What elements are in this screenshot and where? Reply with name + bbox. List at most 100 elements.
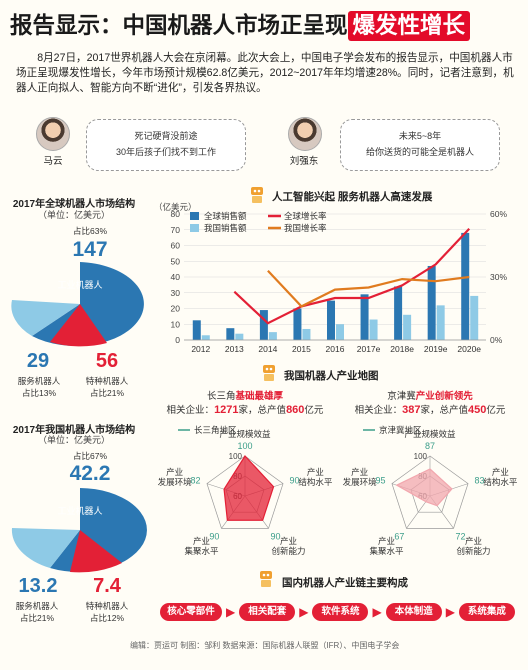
china-pie-top-value: 42.2 bbox=[69, 462, 111, 485]
global-pie-service-slice bbox=[11, 300, 80, 336]
radar-axis-label: 创新能力 bbox=[456, 546, 490, 556]
bar-china-sales bbox=[436, 305, 445, 340]
chain-item: 软件系统 bbox=[312, 603, 369, 621]
global-pie-top-share: 占比63% bbox=[72, 226, 107, 236]
stat-text: 家，总产值 bbox=[420, 405, 468, 416]
radar-value-label: 90 bbox=[209, 531, 219, 541]
bar-china-sales bbox=[336, 324, 344, 340]
bar-global-sales bbox=[461, 232, 470, 340]
title-highlight: 爆发性增长 bbox=[347, 11, 471, 41]
arrow-right-icon: ▶ bbox=[372, 605, 382, 619]
radar-value-label: 83 bbox=[474, 476, 484, 486]
x-tick-label: 2017e bbox=[357, 344, 381, 354]
person-name-liuqiangdong: 刘强东 bbox=[289, 156, 319, 167]
global-pie-right-label: 特种机器人 bbox=[85, 376, 129, 386]
radar-axis-label: 结构水平 bbox=[298, 477, 333, 487]
x-tick-label: 2012 bbox=[191, 344, 210, 354]
bar-china-sales bbox=[268, 332, 277, 340]
radar-axis-label: 集聚水平 bbox=[369, 546, 404, 556]
title-main: 报告显示：中国机器人市场正呈现 bbox=[10, 13, 348, 39]
china-pie-left-share: 占比21% bbox=[19, 613, 54, 623]
bar-china-sales bbox=[201, 335, 210, 340]
region-tag: 产业创新领先 bbox=[415, 391, 473, 402]
radar-value-label: 100 bbox=[237, 441, 252, 451]
x-tick-label: 2014 bbox=[258, 344, 277, 354]
quote-line: 死记硬背没前途 bbox=[134, 131, 198, 141]
y-tick-label-left: 20 bbox=[171, 304, 181, 314]
china-pie-service-slice bbox=[11, 528, 80, 568]
chain-item: 相关配套 bbox=[239, 603, 296, 621]
bar-china-sales bbox=[235, 333, 244, 340]
radar-area bbox=[395, 468, 453, 507]
radar-axis-label: 发展环境 bbox=[158, 477, 193, 487]
radar-axis-label: 结构水平 bbox=[483, 477, 518, 487]
y-tick-label-left: 10 bbox=[171, 319, 181, 329]
chain-flow: 核心零部件 ▶ 相关配套 ▶ 软件系统 ▶ 本体制造 ▶ 系统集成 bbox=[160, 602, 520, 622]
china-pie-center-label: 工业机器人 bbox=[57, 505, 102, 516]
y-tick-label-left: 60 bbox=[171, 241, 181, 251]
global-pie-left-share: 占比13% bbox=[21, 388, 56, 398]
map-title: 我国机器人产业地图 bbox=[284, 370, 379, 382]
radar-axis-label: 产业规模效益 bbox=[404, 429, 456, 439]
global-pie-center-label: 工业机器人 bbox=[57, 279, 102, 290]
companies-count: 387 bbox=[402, 404, 421, 416]
footer-credits: 编辑：贾运可 制图：邹利 数据来源：国际机器人联盟（IFR）、中国电子学会 bbox=[130, 641, 400, 650]
region-title-bth: 京津冀产业创新领先 bbox=[345, 388, 515, 402]
legend-label: 我国销售额 bbox=[204, 223, 247, 233]
global-pie-left-label: 服务机器人 bbox=[17, 376, 61, 386]
chain-item: 核心零部件 bbox=[160, 603, 222, 621]
global-pie-left-value: 29 bbox=[26, 350, 50, 372]
radar-value-label: 95 bbox=[376, 476, 386, 486]
stat-text: 相关企业： bbox=[166, 405, 215, 416]
china-pie-industrial-slice bbox=[50, 488, 147, 572]
avatar-mayun bbox=[36, 117, 70, 151]
radar-axis-label: 产业 bbox=[193, 536, 210, 546]
y-tick-label-right: 0% bbox=[490, 335, 503, 345]
radar-tick-label: 100 bbox=[229, 452, 243, 461]
china-pie-right-share: 占比12% bbox=[89, 613, 124, 623]
radar-grid bbox=[391, 455, 469, 529]
radar-axis-label: 产业 bbox=[351, 467, 368, 477]
radar-axis-label: 产业 bbox=[492, 467, 509, 477]
x-tick-label: 2018e bbox=[390, 344, 414, 354]
y-tick-label-left: 70 bbox=[171, 225, 181, 235]
y-tick-label-left: 40 bbox=[171, 272, 181, 282]
legend-label: 京津冀地区 bbox=[379, 425, 422, 435]
page-title: 报告显示：中国机器人市场正呈现 爆发性增长 bbox=[10, 8, 520, 44]
person-name-mayun: 马云 bbox=[43, 156, 63, 167]
y-tick-label-right: 60% bbox=[490, 209, 507, 219]
stat-text: 相关企业： bbox=[354, 405, 403, 416]
bar-global-sales bbox=[360, 294, 369, 340]
bar-china-sales bbox=[403, 314, 412, 340]
bar-global-sales bbox=[427, 265, 436, 340]
quote-line: 30年后孩子们找不到工作 bbox=[115, 147, 216, 157]
bar-global-sales bbox=[259, 310, 268, 340]
region-name: 长三角 bbox=[206, 391, 236, 402]
radar-area bbox=[223, 455, 275, 521]
global-pie-industrial-slice bbox=[32, 262, 144, 346]
y-axis-unit: （亿美元） bbox=[154, 202, 197, 212]
arrow-right-icon: ▶ bbox=[445, 605, 455, 619]
x-tick-label: 2013 bbox=[225, 344, 244, 354]
legend-swatch bbox=[190, 224, 199, 232]
radar-value-label: 87 bbox=[425, 441, 435, 451]
radar-chart-yrd: 长三角地区6080100100产业规模效益90产业结构水平90产业创新能力90产… bbox=[158, 425, 333, 556]
radar-axis-label: 产业 bbox=[378, 536, 395, 546]
china-pie-right-label: 特种机器人 bbox=[85, 601, 129, 611]
china-pie: 工业机器人 bbox=[11, 488, 147, 573]
legend-swatch bbox=[190, 212, 199, 220]
line-global-growth bbox=[233, 227, 471, 325]
growth-chart-title: 人工智能兴起 服务机器人高速发展 bbox=[272, 191, 433, 203]
radar-axis-label: 产业 bbox=[166, 467, 183, 477]
radar-axis-label: 产业 bbox=[465, 536, 482, 546]
stat-text: 亿元 bbox=[486, 405, 506, 416]
line-china-growth bbox=[267, 269, 470, 308]
lead-paragraph: 8月27日，2017世界机器人大会在京闭幕。此次大会上，中国电子学会发布的报告显… bbox=[16, 52, 514, 94]
stat-text: 亿元 bbox=[304, 405, 324, 416]
global-pie: 工业机器人 bbox=[11, 262, 144, 347]
chain-item: 本体制造 bbox=[385, 603, 442, 621]
quote-line: 给你送货的可能全是机器人 bbox=[365, 147, 474, 157]
arrow-right-icon: ▶ bbox=[226, 605, 236, 619]
y-tick-label-left: 0 bbox=[175, 335, 180, 345]
arrow-right-icon: ▶ bbox=[299, 605, 309, 619]
